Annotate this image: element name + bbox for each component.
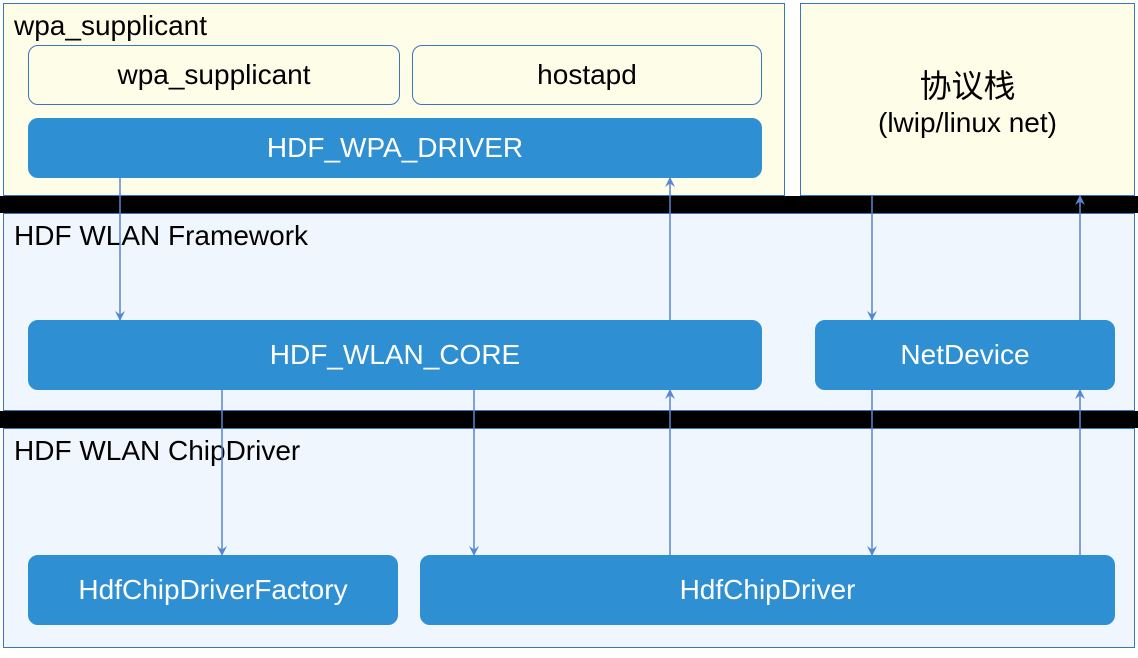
diagram-canvas: wpa_supplicant 协议栈(lwip/linux net) HDF WLA… [0,0,1138,658]
container-label-framework: HDF WLAN Framework [14,220,308,252]
protocol-stack-subtitle: (lwip/linux net) [878,107,1057,139]
box-wpa_supplicant_inner: wpa_supplicant [28,45,400,105]
box-label-wpa_supplicant_inner: wpa_supplicant [117,59,310,91]
separator-bar-1 [0,411,1138,428]
box-label-hdfchipdriver: HdfChipDriver [680,574,856,606]
separator-bar-0 [0,196,1138,213]
box-chipdriverfactory: HdfChipDriverFactory [28,555,398,625]
box-label-netdevice: NetDevice [900,339,1029,371]
container-label-chipdriver_outer: HDF WLAN ChipDriver [14,435,300,467]
box-label-hdf_wpa_driver: HDF_WPA_DRIVER [267,132,523,164]
box-label-chipdriverfactory: HdfChipDriverFactory [78,574,347,606]
protocol-stack-title: 协议栈 [919,61,1015,107]
box-label-hostapd: hostapd [537,59,637,91]
box-hdfchipdriver: HdfChipDriver [420,555,1115,625]
container-protocol_stack: 协议栈(lwip/linux net) [800,3,1135,196]
box-hostapd: hostapd [412,45,762,105]
box-netdevice: NetDevice [815,320,1115,390]
container-label-wpa_supplicant_outer: wpa_supplicant [14,10,207,42]
box-label-hdf_wlan_core: HDF_WLAN_CORE [270,339,520,371]
box-hdf_wpa_driver: HDF_WPA_DRIVER [28,118,762,178]
box-hdf_wlan_core: HDF_WLAN_CORE [28,320,762,390]
